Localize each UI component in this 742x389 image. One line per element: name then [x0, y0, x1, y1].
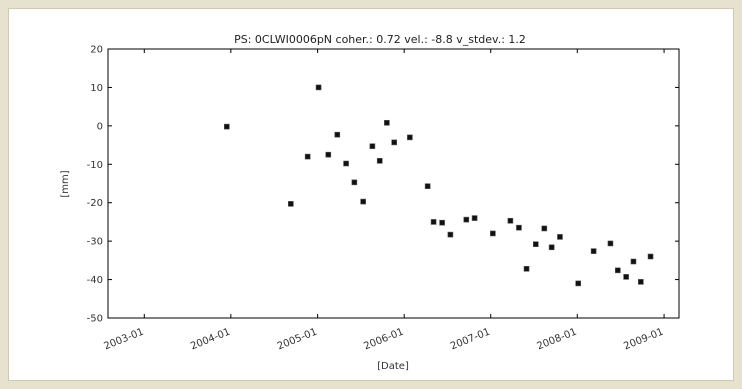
data-point — [532, 241, 539, 248]
y-tick-label: 0 — [97, 121, 103, 132]
data-point — [575, 280, 582, 287]
data-point — [369, 143, 376, 150]
data-point — [391, 139, 398, 146]
data-point — [351, 179, 358, 186]
chart-frame — [8, 8, 734, 381]
plot-area-border — [107, 48, 680, 319]
x-tick-label: 2006-01 — [362, 327, 405, 353]
data-point — [304, 153, 311, 160]
data-point — [447, 231, 454, 238]
x-tick-label: 2009-01 — [622, 327, 665, 353]
y-tick-label: -20 — [87, 198, 103, 209]
data-point — [343, 160, 349, 167]
x-tick-label: 2004-01 — [189, 327, 232, 353]
y-tick-label: 20 — [90, 45, 103, 56]
data-point — [288, 201, 294, 207]
x-tick-label: 2003-01 — [103, 327, 146, 353]
data-point — [630, 258, 637, 265]
data-point — [384, 119, 390, 126]
data-point — [325, 151, 332, 158]
data-point — [315, 84, 322, 91]
data-point — [463, 216, 470, 223]
data-point — [607, 240, 614, 247]
x-tick-label: 2007-01 — [449, 327, 492, 353]
data-point — [557, 234, 563, 240]
data-point — [430, 219, 437, 225]
data-point — [224, 123, 230, 130]
chart-title: PS: 0CLWI0006pN coher.: 0.72 vel.: -8.8 … — [234, 33, 526, 46]
data-point — [523, 266, 530, 272]
x-axis-label: [Date] — [377, 361, 409, 372]
data-point — [590, 248, 597, 254]
data-point — [623, 274, 629, 280]
y-axis-label: [mm] — [60, 170, 71, 197]
data-point — [647, 253, 654, 260]
data-point — [471, 215, 478, 221]
data-point — [490, 230, 496, 237]
data-point — [615, 267, 621, 274]
data-point — [376, 158, 383, 164]
data-point — [548, 244, 555, 251]
x-tick-label: 2008-01 — [536, 327, 579, 353]
y-tick-label: -40 — [87, 275, 103, 286]
data-point — [516, 224, 522, 231]
data-point — [424, 183, 431, 189]
x-tick-label: 2005-01 — [276, 327, 319, 353]
data-point — [439, 219, 445, 226]
y-tick-label: -50 — [87, 314, 103, 325]
y-tick-label: -30 — [87, 237, 103, 248]
data-point — [360, 198, 366, 205]
y-tick-label: -10 — [87, 160, 103, 171]
data-point — [541, 225, 548, 232]
data-point — [638, 279, 644, 285]
data-point — [407, 134, 413, 141]
data-point — [334, 131, 341, 138]
y-tick-label: 10 — [90, 83, 103, 94]
data-point — [507, 217, 514, 224]
